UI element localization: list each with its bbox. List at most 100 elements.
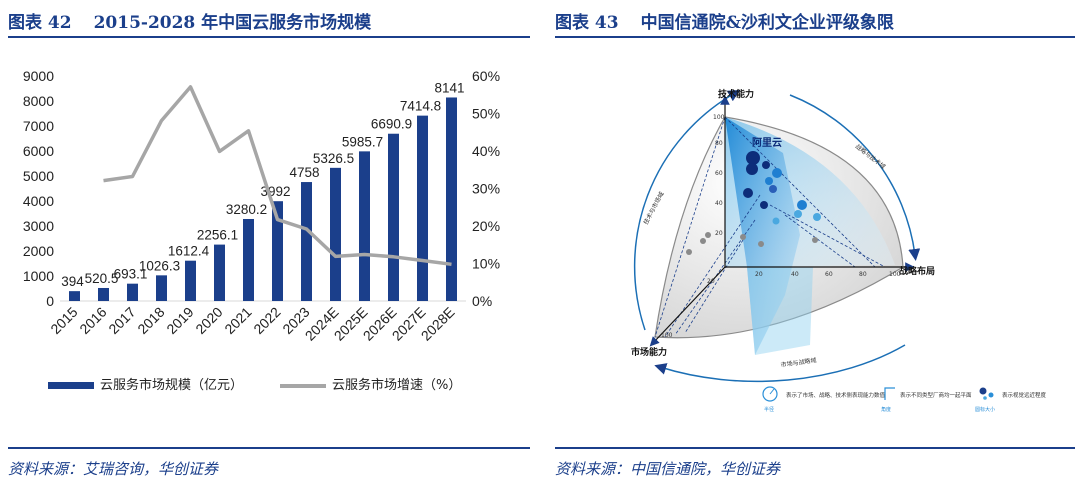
vendor-dot	[772, 168, 782, 178]
y-left-tick-label: 8000	[23, 93, 54, 109]
x-tick-label: 2021	[221, 304, 254, 337]
quadrant-legend: 表示了市场、战略、技术侧表现能力数值 半径 表示不同类型厂商均一起平面 角度 表…	[762, 386, 1047, 413]
x-tick-label: 2020	[192, 304, 225, 337]
y-right-tick-label: 10%	[472, 256, 500, 272]
arc-label-bottom: 市场与战略域	[780, 356, 817, 369]
y-left-tick-label: 2000	[23, 243, 54, 259]
bar-value-label: 7414.8	[400, 99, 441, 114]
bar	[272, 201, 283, 301]
bar	[446, 97, 457, 301]
market-tick-100: 100	[661, 332, 673, 339]
size-legend-dot-small	[983, 396, 987, 400]
strategy-tick-60: 60	[825, 271, 833, 278]
bar	[388, 133, 399, 301]
legend-line-label: 云服务市场增速（%）	[332, 378, 462, 393]
right-source-rule	[555, 447, 1075, 449]
growth-rate-line	[103, 85, 452, 267]
bar-value-label: 2256.1	[197, 228, 238, 243]
vendor-quadrant-diagram: 100 80 60 40 20 20 40 60 80 100 20 100	[631, 88, 1047, 413]
bar-value-label: 8141	[434, 80, 464, 95]
bar	[330, 167, 341, 301]
bar-value-label: 520.5	[85, 271, 119, 286]
strategy-tick-20: 20	[755, 271, 763, 278]
vendor-dot	[746, 151, 760, 165]
bar	[359, 151, 370, 301]
market-tick-20: 20	[707, 278, 715, 285]
quadrant-legend-angle: 表示不同类型厂商均一起平面 角度	[881, 387, 972, 413]
axis-tech-label: 技术能力	[718, 88, 754, 100]
bar	[185, 260, 196, 301]
size-legend-dot-medium	[988, 392, 994, 398]
y-left-tick-label: 1000	[23, 268, 54, 284]
y-right-tick-label: 60%	[472, 68, 500, 84]
tech-tick-80: 80	[715, 140, 723, 147]
bar	[301, 182, 312, 301]
axis-market	[649, 266, 726, 347]
right-source-note: 资料来源：中国信通院，华创证券	[555, 460, 781, 478]
bar-value-label: 3280.2	[226, 202, 267, 217]
left-figure-number: 图表 42	[8, 13, 72, 33]
bar-value-label: 1026.3	[139, 258, 180, 273]
vendor-dot	[700, 238, 706, 244]
radius-legend-sub: 半径	[764, 406, 774, 413]
arc-label-top-right: 战略与技术域	[854, 142, 887, 170]
left-source-rule	[8, 447, 530, 449]
vendor-dots	[686, 151, 821, 255]
arc-label-left: 技术与市场域	[642, 190, 666, 226]
bar	[156, 275, 167, 301]
legend-bar-swatch	[48, 382, 94, 389]
vendor-dot	[762, 161, 770, 169]
orbit-arc-left	[633, 90, 741, 331]
left-source-note: 资料来源：艾瑞咨询，华创证券	[8, 460, 219, 478]
x-tick-label: 2017	[105, 304, 138, 337]
orbit-arc-bottom	[654, 344, 906, 383]
vendor-dot	[686, 249, 692, 255]
vendor-dot	[740, 234, 746, 240]
y-left-tick-label: 4000	[23, 193, 54, 209]
y-right-tick-label: 50%	[472, 106, 500, 122]
y-left-tick-label: 9000	[23, 68, 54, 84]
orbit-arc-right	[789, 94, 921, 261]
right-figure-number: 图表 43	[555, 13, 619, 33]
y-right-tick-label: 20%	[472, 218, 500, 234]
size-legend-dot-large	[979, 387, 987, 395]
y-right-tick-label: 30%	[472, 181, 500, 197]
vendor-dot	[705, 232, 711, 238]
bar-value-label: 4758	[289, 165, 319, 180]
bar-value-label: 5326.5	[313, 151, 354, 166]
vendor-dot	[743, 188, 753, 198]
axis-strategy-label: 战略布局	[899, 265, 935, 277]
vendor-dot	[797, 200, 807, 210]
y-right-tick-label: 0%	[472, 293, 492, 309]
bar	[417, 115, 428, 301]
vendor-dot	[760, 201, 768, 209]
left-figure-title-text: 2015-2028 年中国云服务市场规模	[93, 13, 372, 33]
leader-fan	[725, 117, 800, 355]
legend-bar-series: 云服务市场规模（亿元）	[48, 374, 243, 393]
bar	[214, 244, 225, 301]
bar	[127, 283, 138, 301]
tech-tick-100: 100	[713, 114, 725, 121]
angle-legend-text: 表示不同类型厂商均一起平面	[900, 391, 972, 399]
strategy-tick-40: 40	[791, 271, 799, 278]
quadrant-legend-radius: 表示了市场、战略、技术侧表现能力数值 半径	[762, 386, 886, 413]
x-tick-label: 2018	[134, 304, 167, 337]
left-figure-panel: 图表 42 2015-2028 年中国云服务市场规模 0 1000 2000 3000 4…	[8, 0, 530, 502]
quadrant-legend-size: 表示视觉远近程度 圆标大小	[975, 387, 1047, 413]
tech-tick-60: 60	[715, 170, 723, 177]
tech-tick-20: 20	[715, 230, 723, 237]
x-tick-label: 2019	[163, 304, 196, 337]
vendor-dot	[765, 177, 773, 185]
right-title-rule	[555, 36, 1075, 38]
y-left-tick-label: 7000	[23, 118, 54, 134]
x-tick-label: 2028E	[418, 304, 458, 344]
bar-value-label: 693.1	[114, 267, 148, 282]
right-figure-title-text: 中国信通院&沙利文企业评级象限	[640, 13, 894, 33]
radius-legend-needle	[769, 388, 775, 395]
legend-bar-label: 云服务市场规模（亿元）	[100, 378, 244, 393]
y-right-tick-label: 40%	[472, 143, 500, 159]
radius-legend-text: 表示了市场、战略、技术侧表现能力数值	[786, 391, 886, 399]
legend-line-swatch	[280, 383, 326, 388]
vendor-dot	[769, 185, 777, 193]
y-left-tick-label: 6000	[23, 143, 54, 159]
